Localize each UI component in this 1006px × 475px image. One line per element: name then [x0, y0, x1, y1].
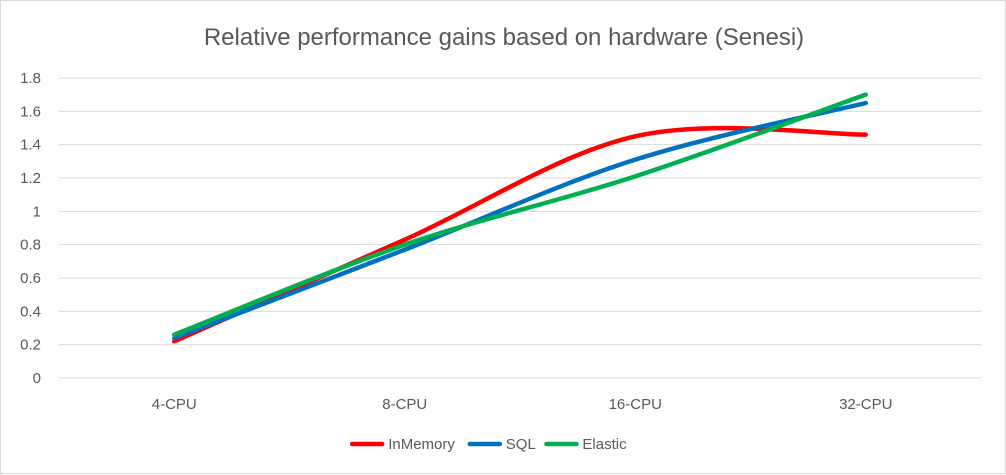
series-line-elastic: [172, 92, 868, 337]
chart-title: Relative performance gains based on hard…: [204, 24, 804, 51]
y-tick-label: 0.2: [20, 337, 41, 354]
y-tick-label: 0.8: [20, 237, 41, 254]
legend-label-sql: SQL: [506, 436, 536, 453]
legend-label-inmemory: InMemory: [388, 436, 455, 453]
y-tick-label: 1.8: [20, 70, 41, 87]
x-tick-label: 16-CPU: [609, 396, 662, 413]
x-tick-label: 32-CPU: [839, 396, 892, 413]
y-tick-label: 0.6: [20, 270, 41, 287]
series-lines: [172, 92, 868, 344]
x-tick-label: 4-CPU: [152, 396, 197, 413]
legend: InMemory SQL Elastic: [349, 436, 627, 453]
y-axis-ticks: 0 0.2 0.4 0.6 0.8 1 1.2 1.4 1.6 1.8: [20, 70, 41, 387]
x-axis-ticks: 4-CPU 8-CPU 16-CPU 32-CPU: [152, 396, 893, 413]
y-tick-label: 0.4: [20, 303, 41, 320]
legend-label-elastic: Elastic: [582, 436, 627, 453]
y-tick-label: 1.4: [20, 137, 41, 154]
series-line-sql: [172, 100, 868, 341]
x-tick-label: 8-CPU: [382, 396, 427, 413]
y-tick-label: 0: [33, 370, 41, 387]
y-tick-label: 1.2: [20, 170, 41, 187]
series-line-inmemory: [172, 125, 868, 344]
y-tick-label: 1: [33, 203, 41, 220]
y-tick-label: 1.6: [20, 103, 41, 120]
